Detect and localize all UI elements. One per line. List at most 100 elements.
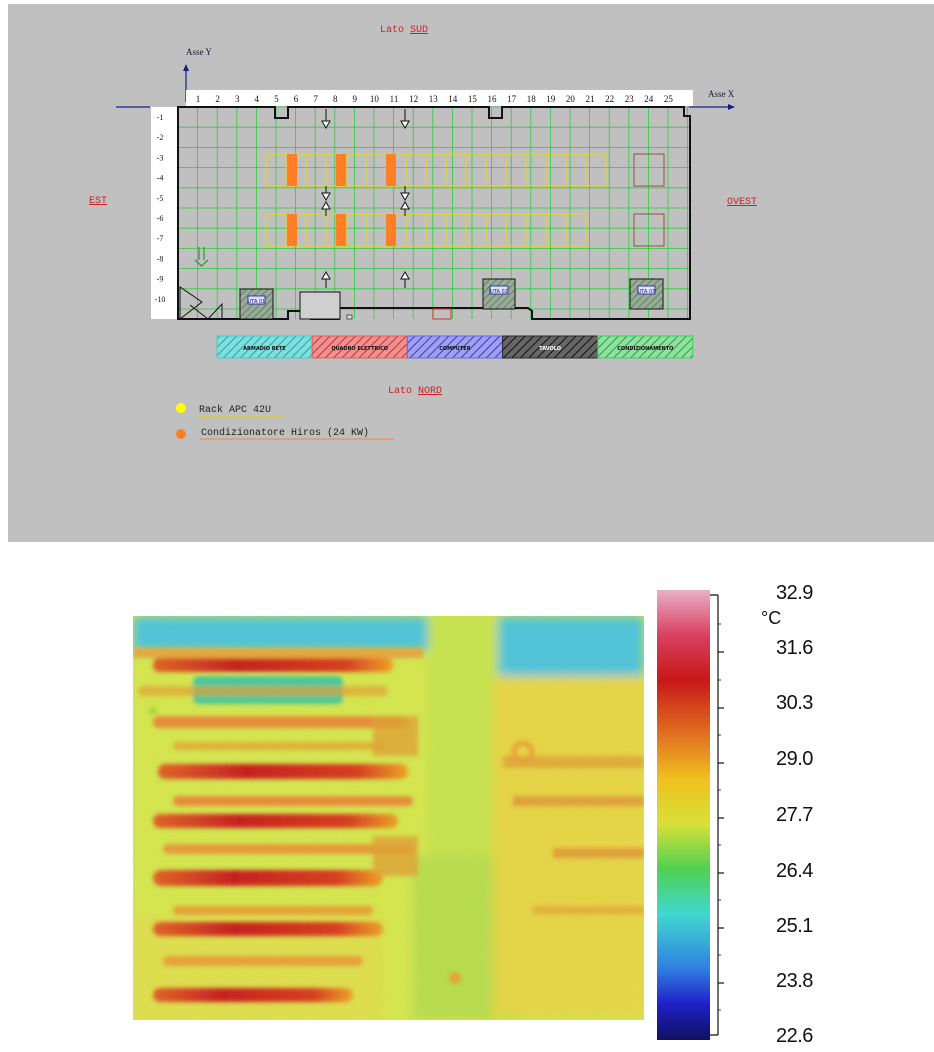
x-tick-label: 8 <box>333 94 338 104</box>
y-tick-label: -4 <box>157 174 164 183</box>
y-tick-label: -5 <box>157 194 164 203</box>
y-tick-label: -8 <box>157 254 164 263</box>
x-tick-label: 20 <box>566 94 576 104</box>
conditioner-unit <box>386 154 396 186</box>
floor-plan-panel: Lato SUD Asse Y 1 2 3 4 5 6 7 8 9 10 11 12 13 14 15 16 1… <box>8 4 934 542</box>
scale-value-label: 30.3 <box>776 692 813 714</box>
rack-outline <box>485 153 507 187</box>
scale-value-label: 26.4 <box>776 860 813 882</box>
x-tick-label: 12 <box>409 94 418 104</box>
temperature-color-scale <box>657 590 710 1040</box>
scale-value-label: 25.1 <box>776 915 813 937</box>
rack-outline <box>485 213 507 247</box>
rack-outline <box>265 213 288 247</box>
electrical-box <box>432 308 452 320</box>
x-tick-label: 9 <box>353 94 358 104</box>
y-tick-label: -3 <box>157 153 164 162</box>
y-tick-label: -7 <box>157 234 164 243</box>
conditioner-unit <box>336 214 346 246</box>
uta-3-label: UTA 03 <box>638 289 656 295</box>
x-tick-label: 19 <box>546 94 556 104</box>
x-tick-label: 23 <box>625 94 635 104</box>
rack-outline <box>365 213 387 247</box>
north-label: Lato NORD <box>388 386 442 397</box>
x-tick-label: 16 <box>488 94 498 104</box>
y-tick-labels: -1 -2 -3 -4 -5 -6 -7 -8 -9 -10 <box>155 113 166 304</box>
legend-box-label: ARMADIO RETE <box>243 346 286 352</box>
conditioner-unit <box>336 154 346 186</box>
uta-1-label: UTA 01 <box>248 299 266 305</box>
x-tick-label: 10 <box>370 94 380 104</box>
cabinet-outline <box>633 153 665 187</box>
conditioner-legend-label: Condizionatore Hiros (24 KW) <box>201 427 369 439</box>
uta-unit-1: UTA 01 <box>239 288 274 320</box>
rack-outline <box>565 213 587 247</box>
rack-outline <box>305 213 327 247</box>
rack-outline <box>525 213 547 247</box>
legend-box-label: CONDIZIONAMENTO <box>617 346 673 352</box>
y-tick-label: -2 <box>157 133 164 142</box>
y-ticks-strip <box>151 107 177 319</box>
scale-value-label: 29.0 <box>776 748 813 770</box>
scale-value-label: 27.7 <box>776 804 813 826</box>
axis-x-label: Asse X <box>708 89 735 99</box>
x-tick-label: 1 <box>196 94 201 104</box>
floor-grid <box>177 106 690 319</box>
axis-y-label: Asse Y <box>186 47 212 57</box>
y-tick-label: -10 <box>155 295 166 304</box>
scale-value-label: 22.6 <box>776 1025 813 1047</box>
y-tick-label: -6 <box>157 214 164 223</box>
green-arrow-icon <box>194 247 209 267</box>
rack-outline <box>565 153 587 187</box>
scale-value-label: 31.6 <box>776 637 813 659</box>
legend-item-rack: Rack APC 42U <box>176 403 284 417</box>
rack-outline <box>465 213 487 247</box>
x-tick-label: 15 <box>468 94 478 104</box>
rack-outline <box>505 153 527 187</box>
rack-outline <box>545 153 567 187</box>
x-tick-label: 11 <box>390 94 399 104</box>
rack-outline <box>425 153 447 187</box>
rack-outline <box>545 213 567 247</box>
rack-outline <box>465 153 487 187</box>
uta-2-label: UTA 02 <box>490 289 508 295</box>
legend-box-label: COMPUTER <box>439 346 470 352</box>
uta-unit-2: UTA 02 <box>482 278 516 310</box>
x-axis-arrow-icon <box>728 104 735 110</box>
x-tick-label: 5 <box>274 94 279 104</box>
conditioner-unit <box>386 214 396 246</box>
rack-outline <box>585 153 607 187</box>
scale-ticks <box>710 594 724 1036</box>
desk-block <box>299 291 341 320</box>
conditioner-unit <box>287 214 297 246</box>
category-legend: ARMADIO RETE QUADRO ELETTRICO COMPUTER TAVO… <box>216 335 694 359</box>
airflow-arrows <box>321 109 410 288</box>
rack-outline <box>345 153 367 187</box>
legend-box-label: QUADRO ELETTRICO <box>331 346 388 352</box>
east-label: EST <box>89 196 107 207</box>
rack-outline <box>345 213 367 247</box>
x-tick-label: 6 <box>294 94 299 104</box>
door-icon <box>179 286 223 321</box>
x-tick-label: 18 <box>527 94 537 104</box>
x-ticks-strip <box>186 90 693 106</box>
conditioner-dot-icon <box>176 429 186 439</box>
x-tick-label: 13 <box>429 94 439 104</box>
x-tick-label: 7 <box>313 94 318 104</box>
floor-plan-diagram: Lato SUD Asse Y 1 2 3 4 5 6 7 8 9 10 11 12 13 14 15 16 1… <box>89 25 757 440</box>
rack-outline <box>445 213 467 247</box>
x-tick-label: 14 <box>448 94 458 104</box>
x-tick-label: 3 <box>235 94 240 104</box>
rack-outline <box>425 213 447 247</box>
scale-value-label: 32.9 <box>776 582 813 604</box>
legend-item-conditioner: Condizionatore Hiros (24 KW) <box>176 427 394 440</box>
y-tick-label: -1 <box>157 113 164 122</box>
y-axis-arrow-icon <box>183 64 189 71</box>
thermal-image <box>133 616 644 1020</box>
scale-value-label: 23.8 <box>776 970 813 992</box>
x-tick-label: 17 <box>507 94 517 104</box>
rack-outline <box>265 153 288 187</box>
room-outline <box>177 106 691 320</box>
rack-rows <box>265 153 665 247</box>
small-marker <box>346 314 353 320</box>
